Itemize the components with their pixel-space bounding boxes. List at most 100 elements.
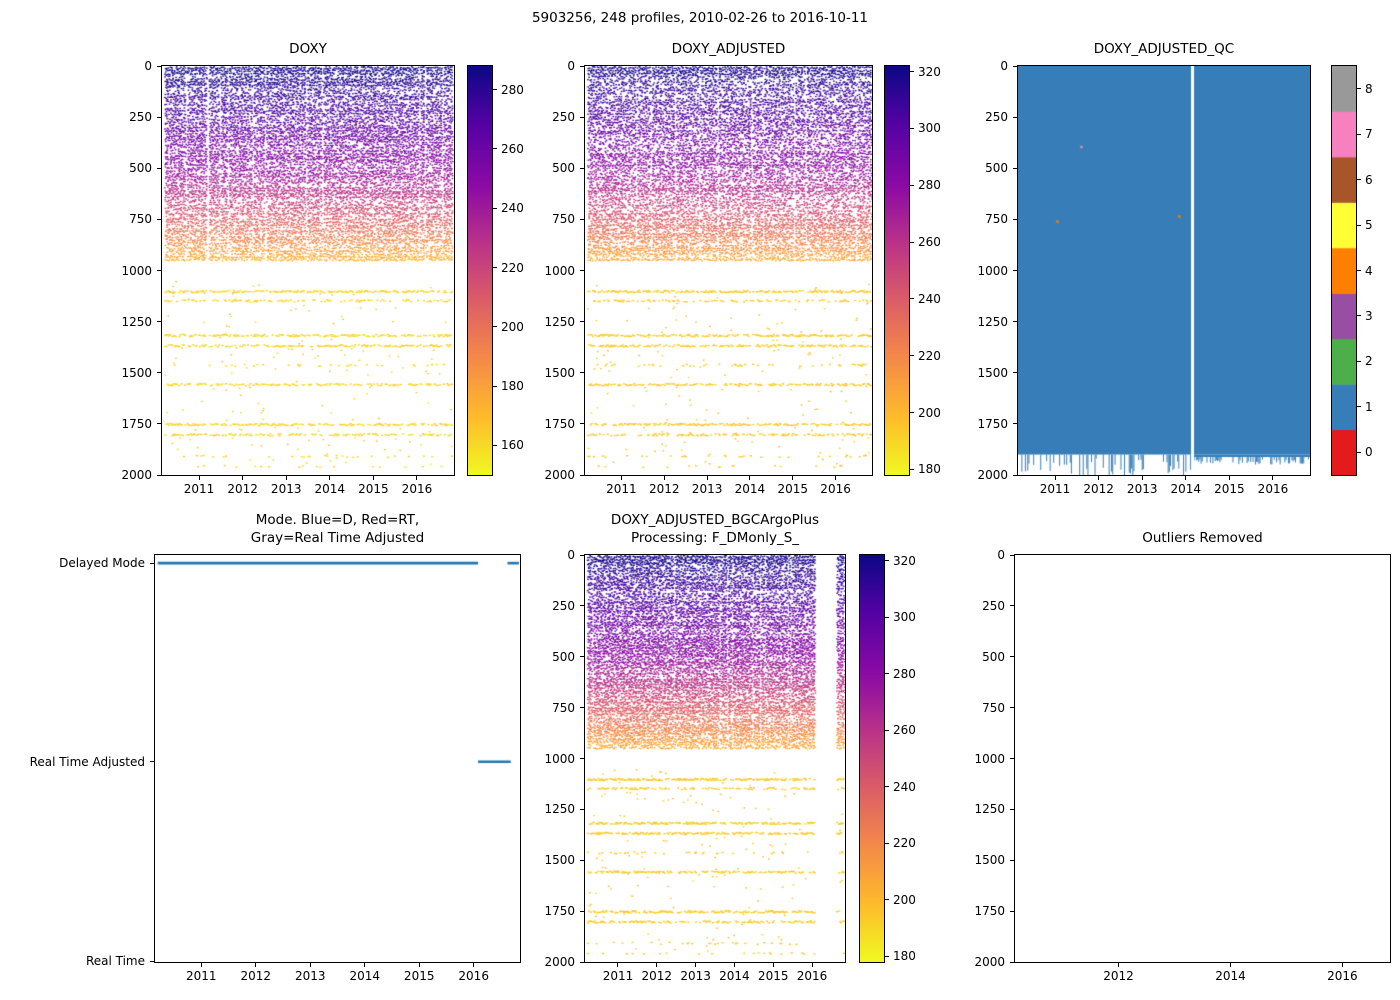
x-tick-label: 2016 [796,969,828,983]
y-tick-label: 1750 [544,416,575,431]
colorbar-tick-mark [910,468,914,470]
y-tick-label: 1500 [977,365,1008,380]
x-tick-label: 2016 [1327,969,1358,983]
x-tick-mark [811,963,813,967]
y-tick-label: 1250 [977,314,1008,329]
doxy-scatter-canvas [162,66,454,475]
y-tick-mark [157,167,161,169]
x-tick-mark [1141,476,1143,480]
y-tick-label: 500 [129,161,152,176]
x-tick-label: 2014 [719,969,750,983]
x-tick-label: 2015 [403,969,435,983]
doxy-adjusted-colorbar: 180 200 220 240 260 280 300 320 [884,65,941,476]
y-tick-label: 1750 [974,904,1005,919]
doxy-adjusted-colorbar-canvas [885,66,909,475]
colorbar-tick-label: 180 [918,462,941,477]
x-tick-label: 2013 [270,482,302,496]
x-tick-label: 2013 [691,482,723,496]
y-tick-mark [1010,859,1014,861]
x-tick-label: 2014 [1215,969,1246,983]
x-tick-label: 2011 [183,482,215,496]
colorbar-tick-mark [910,184,914,186]
x-tick-mark [1341,963,1343,967]
y-tick-mark [1010,656,1014,658]
x-tick-label: 2016 [1257,482,1289,496]
y-tick-label: 1000 [974,751,1005,766]
y-tick-mark [580,605,584,607]
colorbar-tick-label: 280 [893,666,916,681]
x-tick-label: 2016 [458,969,489,983]
y-tick-mark [1013,270,1017,271]
colorbar-tick-mark [1357,360,1361,362]
colorbar-tick-label: 320 [918,64,941,79]
colorbar-tick-label: 280 [501,82,524,97]
colorbar-tick-label: 7 [1365,127,1373,142]
panel-title-mode: Mode. Blue=D, Red=RT, Gray=Real Time Adj… [250,511,425,546]
doxy-adjusted-scatter-canvas [585,66,872,475]
colorbar-tick-label: 8 [1365,81,1373,96]
colorbar-tick-label: 220 [918,348,941,363]
x-tick-label: 2013 [680,969,711,983]
y-tick-mark [1010,758,1014,759]
y-tick-label: 1500 [974,853,1005,868]
colorbar-tick-label: 240 [501,201,524,216]
y-tick-mark [1013,65,1017,67]
y-tick-mark [157,218,161,220]
y-tick-label: 1000 [544,263,575,278]
y-tick-label: 2000 [977,468,1008,482]
y-tick-mark [1013,474,1017,476]
x-tick-mark [663,476,665,480]
y-tick-mark [580,707,584,709]
y-tick-label: 2000 [544,468,575,482]
y-tick-label: 0 [144,59,152,73]
y-tick-mark [580,554,584,556]
y-tick-label: 0 [1000,59,1008,73]
y-tick-mark [580,656,584,658]
colorbar-tick-mark [910,298,914,300]
y-tick-mark [580,961,584,963]
x-tick-label: 2015 [777,482,809,496]
y-tick-mark [1010,808,1014,810]
x-tick-mark [1185,476,1187,480]
x-tick-label: 2015 [1214,482,1245,496]
x-tick-mark [200,963,202,967]
x-tick-label: 2015 [757,969,789,983]
panel-title-doxy-adjusted: DOXY_ADJUSTED [671,40,786,57]
y-tick-label: 750 [129,212,152,227]
mode-line-canvas [155,555,520,962]
y-tick-label: 250 [985,110,1008,125]
x-tick-label: 2011 [606,482,637,496]
colorbar-tick-mark [493,267,497,269]
x-tick-mark [617,963,619,967]
y-tick-label: 250 [552,110,575,125]
colorbar-tick-mark [1357,406,1361,408]
y-tick-label: 250 [982,598,1005,613]
x-tick-label: 2013 [1126,482,1158,496]
bgc-argo-plus-scatter-canvas [585,555,845,962]
y-tick-label: 1500 [544,853,575,868]
colorbar-tick-label: 160 [501,438,524,453]
x-tick-label: 2014 [349,969,381,983]
colorbar-tick-mark [1357,451,1361,453]
colorbar-tick-label: 300 [918,121,941,136]
y-tick-mark [1010,605,1014,607]
x-tick-mark [364,963,366,967]
colorbar-tick-label: 220 [893,836,916,851]
y-tick-mark [157,270,161,271]
x-tick-label: 2012 [648,482,680,496]
colorbar-tick-label: 260 [918,235,941,250]
y-tick-label: 0 [567,548,575,562]
y-tick-mark [580,321,584,323]
panel-doxy: DOXY 2011 2012 2013 2014 2015 2016 0 250 500 750 1… [121,41,455,496]
y-tick-label: 1250 [974,802,1005,817]
y-tick-label: 1000 [544,751,575,766]
y-tick-mark [157,116,161,118]
x-tick-label: 2011 [1039,482,1071,496]
x-tick-mark [418,963,420,967]
x-tick-label: 2012 [227,482,258,496]
y-tick-label: 1000 [977,263,1008,278]
colorbar-tick-label: 240 [918,291,941,306]
doxy-colorbar-canvas [468,66,492,475]
x-tick-mark [792,476,794,480]
y-tick-label: 2000 [544,955,575,969]
